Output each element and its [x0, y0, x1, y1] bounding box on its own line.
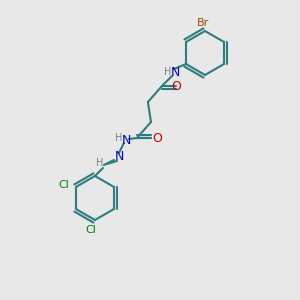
Text: Cl: Cl [58, 180, 69, 190]
Text: Br: Br [197, 18, 209, 28]
Text: H: H [115, 133, 123, 143]
Text: H: H [164, 67, 172, 77]
Text: N: N [114, 151, 124, 164]
Text: O: O [152, 131, 162, 145]
Text: N: N [121, 134, 130, 146]
Text: O: O [171, 80, 181, 92]
Text: Cl: Cl [85, 225, 96, 235]
Text: H: H [96, 158, 103, 168]
Text: N: N [170, 67, 180, 80]
